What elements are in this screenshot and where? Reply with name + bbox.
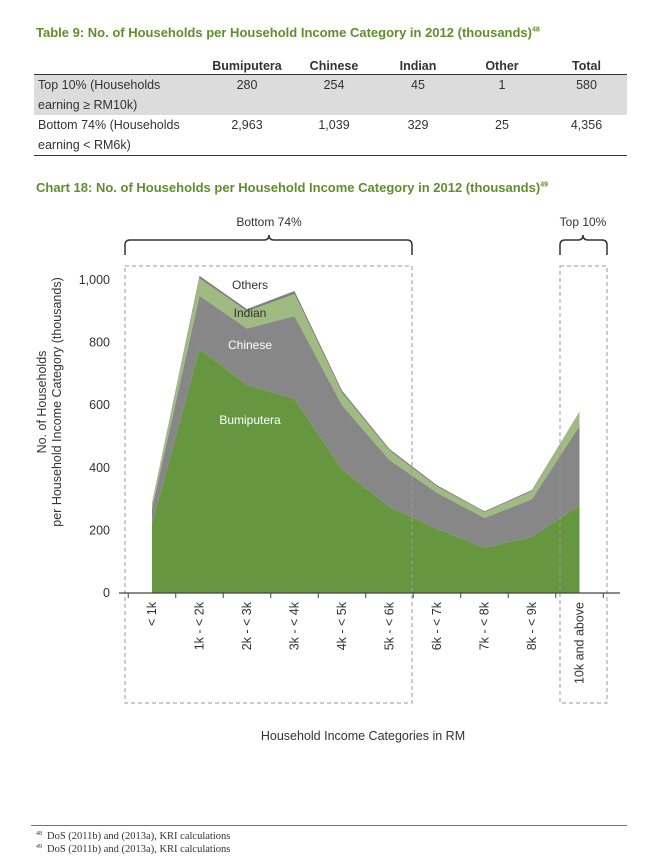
- legend-label-chinese: Chinese: [228, 338, 272, 352]
- x-tick-label: 5k - < 6k: [383, 601, 397, 650]
- footnote-text: DoS (2011b) and (2013a), KRI calculation…: [47, 844, 231, 855]
- chart-title: Chart 18: No. of Households per Househol…: [36, 180, 548, 195]
- x-tick-label: 4k - < 5k: [335, 601, 349, 650]
- legend-label-bumiputera: Bumiputera: [219, 413, 281, 427]
- cell-total: 580: [546, 74, 627, 115]
- chart-title-text: Chart 18: No. of Households per Househol…: [36, 180, 541, 195]
- header-bumiputera: Bumiputera: [212, 59, 282, 73]
- cell-chinese: 1,039: [318, 118, 350, 132]
- area-indian: [152, 278, 580, 518]
- row-label-line1: Top 10% (Households: [38, 78, 161, 92]
- group-label-top10: Top 10%: [560, 215, 607, 229]
- cell-bumiputera: 2,963: [231, 118, 263, 132]
- legend-label-others: Others: [232, 278, 268, 292]
- cell-total: 4,356: [570, 118, 603, 132]
- table-row: Top 10% (Households earning ≥ RM10k) 280 …: [34, 74, 627, 115]
- header-indian: Indian: [399, 59, 437, 73]
- area-chinese: [152, 295, 580, 548]
- y-axis-label-line2: per Household Income Category (thousands…: [50, 277, 64, 526]
- y-tick-label: 600: [89, 398, 110, 412]
- table-title-text: Table 9: No. of Households per Household…: [36, 25, 532, 40]
- row-label-line2: earning < RM6k): [38, 138, 131, 152]
- table-title: Table 9: No. of Households per Household…: [36, 25, 540, 40]
- row-label-line1: Bottom 74% (Households: [38, 118, 180, 132]
- y-tick-label: 200: [89, 523, 110, 537]
- header-total: Total: [572, 59, 601, 73]
- top10-frame: [559, 265, 608, 704]
- chart-title-footnote-ref: 49: [540, 181, 548, 189]
- y-tick-label: 1,000: [79, 273, 110, 287]
- x-tick-label: 8k - < 9k: [525, 601, 539, 650]
- households-table: Bumiputera Chinese Indian Other Total To…: [34, 57, 627, 156]
- footnote: 49 DoS (2011b) and (2013a), KRI calculati…: [36, 843, 231, 856]
- x-tick-label: 2k - < 3k: [240, 601, 254, 650]
- y-tick-label: 400: [89, 461, 110, 475]
- legend-label-indian: Indian: [234, 306, 267, 320]
- chart-areas: [152, 275, 580, 593]
- header-empty: [34, 57, 204, 75]
- y-tick-label: 800: [89, 336, 110, 350]
- y-axis-label-line1: No. of Households: [35, 351, 49, 454]
- x-tick-label: 6k - < 7k: [430, 601, 444, 650]
- cell-chinese: 254: [290, 74, 378, 115]
- y-tick-label: 0: [103, 586, 110, 600]
- cell-bumiputera: 280: [204, 74, 290, 115]
- footnote-text: DoS (2011b) and (2013a), KRI calculation…: [47, 831, 231, 842]
- top10-brace: [559, 234, 608, 255]
- header-chinese: Chinese: [309, 59, 359, 73]
- header-other: Other: [485, 59, 519, 73]
- x-axis: < 1k 1k - < 2k 2k - < 3k 3k - < 4k 4k - < 5k…: [127, 593, 604, 684]
- footnote-ref: 49: [36, 843, 42, 850]
- x-tick-label: 1k - < 2k: [193, 601, 207, 650]
- cell-indian: 329: [407, 118, 429, 132]
- area-others: [152, 275, 580, 513]
- footnote-divider: [31, 825, 627, 826]
- footnote: 48 DoS (2011b) and (2013a), KRI calculati…: [36, 830, 231, 843]
- table-row: Bottom 74% (Households earning < RM6k) 2,…: [34, 115, 627, 156]
- x-tick-label: 3k - < 4k: [288, 601, 302, 650]
- bottom74-frame: [124, 265, 413, 704]
- y-axis: 0 200 400 600 800 1,000: [79, 273, 620, 600]
- x-axis-label: Household Income Categories in RM: [261, 729, 465, 743]
- stacked-area-chart: 0 200 400 600 800 1,000 < 1k 1k - < 2k 2k - < 3…: [35, 215, 620, 743]
- x-tick-label: 10k and above: [573, 602, 587, 684]
- x-tick-label: < 1k: [145, 601, 159, 626]
- group-label-bottom74: Bottom 74%: [236, 215, 302, 229]
- cell-other: 1: [458, 74, 546, 115]
- table-header-row: Bumiputera Chinese Indian Other Total: [34, 57, 627, 75]
- row-label: Top 10% (Households earning ≥ RM10k): [34, 74, 204, 115]
- footnote-ref: 48: [36, 830, 42, 837]
- area-bumiputera: [152, 348, 580, 593]
- x-tick-label: 7k - < 8k: [478, 601, 492, 650]
- group-frames: [124, 265, 608, 704]
- cell-other: 25: [495, 118, 509, 132]
- bottom74-brace: [124, 234, 413, 255]
- row-label: Bottom 74% (Households earning < RM6k): [34, 115, 204, 156]
- cell-indian: 45: [378, 74, 458, 115]
- table-title-footnote-ref: 48: [532, 26, 540, 34]
- row-label-line2: earning ≥ RM10k): [38, 98, 138, 112]
